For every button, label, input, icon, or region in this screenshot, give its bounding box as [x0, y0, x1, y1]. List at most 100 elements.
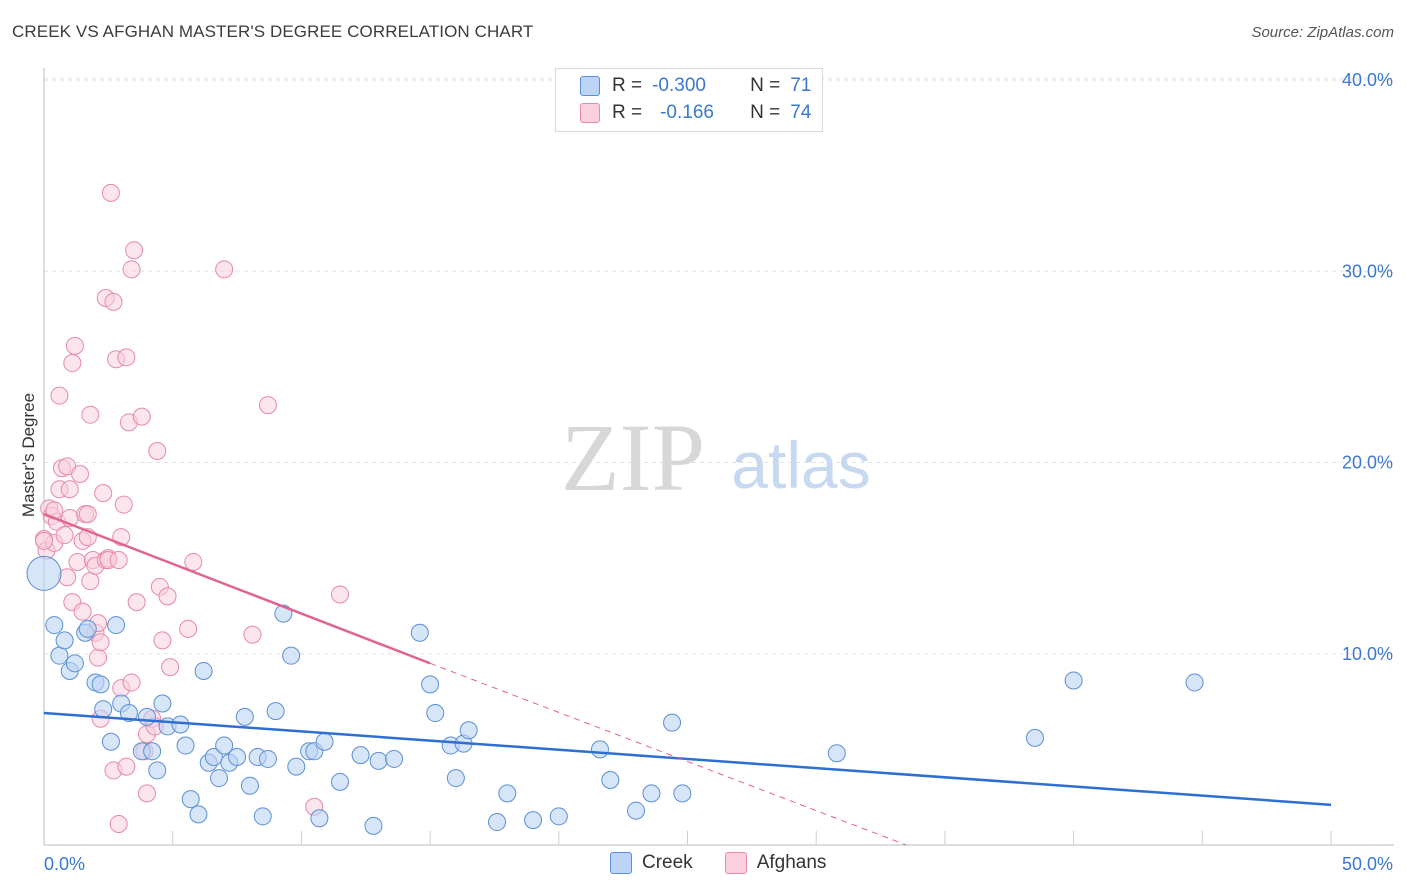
creek-point — [148, 761, 167, 780]
afghans-point — [161, 658, 180, 677]
afghans-point — [94, 484, 113, 503]
creek-point — [204, 748, 223, 767]
creek-point — [55, 631, 74, 650]
afghans-trend-extension — [429, 662, 907, 846]
afghans-point — [81, 405, 100, 424]
afghans-point — [55, 526, 74, 545]
afghans-points — [35, 183, 350, 833]
creek-swatch — [580, 76, 600, 96]
afghans-point — [89, 648, 108, 667]
creek-point — [331, 772, 350, 791]
creek-point — [663, 713, 682, 732]
afghans-point — [50, 386, 69, 405]
creek-point — [673, 784, 692, 803]
creek-point — [258, 749, 277, 768]
afghans-point — [127, 593, 146, 612]
creek-points — [26, 555, 1204, 835]
r-value: -0.166 — [660, 102, 714, 123]
y-axis-label: Master's Degree — [19, 393, 38, 517]
afghans-point — [63, 354, 82, 373]
afghans-point — [114, 495, 133, 514]
creek-point — [101, 732, 120, 751]
creek-point — [549, 807, 568, 826]
creek-point — [590, 740, 609, 759]
afghans-point — [158, 587, 177, 606]
creek-point — [364, 816, 383, 835]
creek-point — [107, 616, 126, 635]
creek-point — [253, 807, 272, 826]
y-tick-label: 30.0% — [1342, 261, 1393, 281]
creek-point — [176, 736, 195, 755]
afghans-point — [137, 784, 156, 803]
afghans-point — [78, 505, 97, 524]
afghans-point — [117, 757, 136, 776]
creek-legend-label: Creek — [642, 852, 693, 873]
creek-point — [171, 715, 190, 734]
creek-point — [119, 704, 138, 723]
afghans-point — [132, 407, 151, 426]
creek-point — [26, 555, 62, 591]
creek-point — [369, 751, 388, 770]
creek-point — [601, 770, 620, 789]
afghans-point — [117, 348, 136, 367]
axes — [43, 68, 1394, 846]
creek-trend-line — [43, 711, 1332, 807]
creek-point — [287, 757, 306, 776]
chart-title: CREEK VS AFGHAN MASTER'S DEGREE CORRELAT… — [12, 22, 534, 41]
afghans-point — [71, 464, 90, 483]
creek-point — [524, 811, 543, 830]
afghans-point — [153, 631, 172, 650]
afghans-point — [184, 552, 203, 571]
afghans-point — [179, 619, 198, 638]
creek-point — [827, 744, 846, 763]
afghans-point — [81, 572, 100, 591]
y-tick-label: 20.0% — [1342, 453, 1393, 473]
creek-point — [181, 790, 200, 809]
legend-row-afghans: R = -0.166 N = 74 — [580, 101, 811, 125]
creek-point — [426, 704, 445, 723]
afghans-point — [109, 551, 128, 570]
afghans-point — [109, 814, 128, 833]
creek-point — [266, 702, 285, 721]
grid-lines — [44, 77, 1394, 655]
axis-ticks: 10.0% 20.0% 30.0% 40.0% 0.0% 50.0% — [44, 70, 1393, 874]
creek-point — [45, 616, 64, 635]
creek-point — [446, 769, 465, 788]
correlation-legend: R = -0.300 N = 71 R = -0.166 N = 74 — [555, 68, 823, 132]
afghans-legend-swatch — [724, 852, 747, 874]
creek-point — [351, 746, 370, 765]
creek-point — [91, 675, 110, 694]
afghans-point — [122, 673, 141, 692]
legend-item-afghans: Afghans — [724, 852, 827, 874]
afghans-point — [65, 336, 84, 355]
creek-point — [78, 619, 97, 638]
creek-point — [235, 707, 254, 726]
creek-point — [642, 784, 661, 803]
afghans-legend-label: Afghans — [756, 852, 827, 873]
creek-point — [627, 801, 646, 820]
creek-point — [194, 661, 213, 680]
afghans-point — [73, 602, 92, 621]
afghans-point — [125, 241, 144, 260]
afghans-point — [68, 552, 87, 571]
creek-legend-swatch — [610, 852, 632, 874]
creek-point — [385, 749, 404, 768]
afghans-point — [122, 260, 141, 279]
n-label: N = — [750, 75, 781, 96]
r-value: -0.300 — [652, 75, 706, 96]
afghans-swatch — [580, 103, 600, 123]
y-tick-label: 10.0% — [1342, 644, 1393, 664]
x-tick-label: 50.0% — [1342, 854, 1393, 874]
afghans-point — [35, 531, 53, 550]
creek-point — [94, 700, 113, 719]
creek-point — [143, 742, 162, 761]
creek-point — [498, 784, 517, 803]
y-tick-label: 40.0% — [1342, 70, 1393, 90]
creek-point — [282, 646, 301, 665]
legend-row-creek: R = -0.300 N = 71 — [580, 74, 811, 98]
watermark-atlas: atlas — [731, 428, 870, 502]
afghans-point — [331, 585, 350, 604]
n-label: N = — [750, 102, 781, 123]
n-value: 74 — [790, 102, 812, 123]
